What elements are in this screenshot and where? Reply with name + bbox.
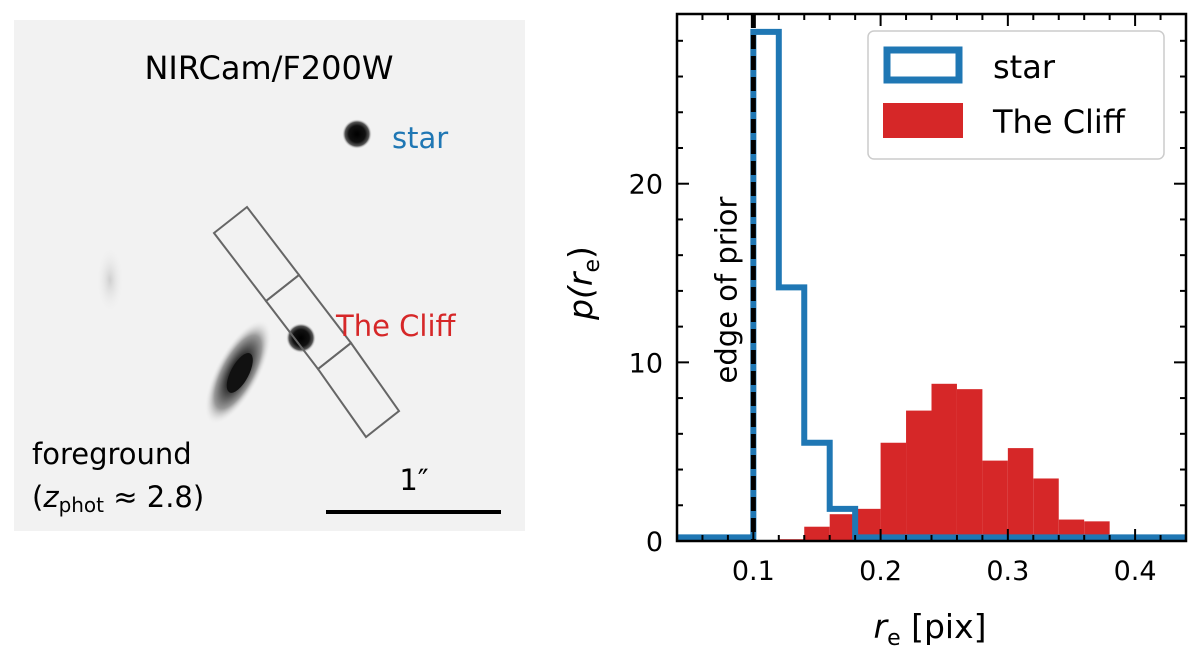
y-axis-label-close: ) — [561, 246, 600, 259]
axis-tick-labels: 0.1 0.2 0.3 0.4 0 10 20 — [629, 170, 1157, 587]
cliff-label: The Cliff — [335, 309, 457, 343]
legend: star The Cliff — [867, 30, 1165, 160]
legend-star-label: star — [993, 48, 1056, 86]
cliff-histogram — [778, 383, 1161, 541]
x-tick-label: 0.3 — [986, 556, 1029, 587]
cliff-bar — [880, 442, 907, 541]
plot-frame — [675, 12, 1188, 543]
foreground-z-sub: phot — [59, 493, 105, 517]
legend-cliff-label: The Cliff — [992, 103, 1126, 141]
foreground-z: z — [42, 480, 59, 514]
image-title: NIRCam/F200W — [144, 49, 393, 87]
star-step-line — [677, 28, 1186, 541]
y-axis-label-sub: e — [580, 259, 605, 273]
x-axis-label-unit: [pix] — [901, 607, 987, 646]
cliff-source — [286, 323, 316, 353]
star-histogram — [677, 28, 1186, 541]
y-axis-label: p(re) — [561, 246, 605, 321]
foreground-galaxy — [204, 319, 272, 425]
y-tick-label: 20 — [629, 170, 663, 201]
x-axis-label: re [pix] — [873, 607, 986, 651]
foreground-z-value: ≈ 2.8) — [104, 480, 204, 514]
image-panel: NIRCam/F200W star The Cliff foreground (… — [14, 20, 525, 531]
faint-source — [96, 246, 124, 314]
y-tick-label: 0 — [646, 527, 663, 558]
cliff-bar — [829, 514, 856, 541]
cliff-bar — [1007, 448, 1034, 541]
x-tick-label: 0.2 — [859, 556, 902, 587]
slit-box-lower — [316, 341, 401, 439]
prior-edge-label: edge of prior — [709, 196, 743, 383]
cliff-bar — [956, 389, 983, 541]
slit-boxes — [212, 205, 401, 439]
cliff-bar — [931, 383, 957, 541]
cliff-bar — [982, 460, 1008, 541]
cliff-bar — [804, 526, 830, 541]
foreground-open-paren: ( — [32, 480, 43, 514]
legend-cliff-swatch — [883, 103, 963, 138]
scale-bar-label: 1″ — [399, 463, 428, 497]
cliff-bar — [1033, 478, 1059, 541]
legend-star-swatch — [883, 46, 963, 84]
x-axis-label-main: r — [873, 607, 889, 646]
x-axis-label-sub: e — [887, 626, 901, 651]
star-label: star — [392, 121, 448, 155]
x-tick-label: 0.1 — [732, 556, 775, 587]
cliff-bar — [906, 410, 932, 541]
star-source — [342, 119, 372, 149]
y-axis-label-main: p(r — [561, 270, 600, 321]
y-tick-label: 10 — [629, 348, 663, 379]
foreground-redshift: (zphot ≈ 2.8) — [32, 480, 204, 517]
foreground-label: foreground — [32, 437, 192, 471]
x-tick-label: 0.4 — [1114, 556, 1157, 587]
